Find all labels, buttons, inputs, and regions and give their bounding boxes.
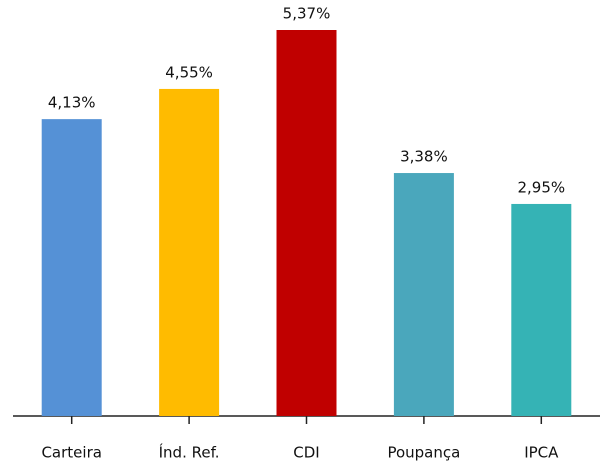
x-tick-label: Índ. Ref. bbox=[159, 443, 220, 462]
value-label: 4,13% bbox=[48, 94, 96, 112]
value-label: 5,37% bbox=[283, 5, 331, 23]
x-tick-label: IPCA bbox=[524, 444, 559, 462]
value-label: 3,38% bbox=[400, 148, 448, 166]
bar bbox=[393, 173, 454, 416]
value-label: 4,55% bbox=[165, 63, 213, 81]
bar bbox=[511, 203, 572, 416]
bar bbox=[276, 30, 337, 416]
bar bbox=[41, 119, 102, 417]
value-label: 2,95% bbox=[517, 178, 565, 196]
x-tick-label: Carteira bbox=[41, 444, 101, 462]
x-tick-label: CDI bbox=[293, 444, 319, 462]
x-tick-label: Poupança bbox=[387, 444, 460, 462]
bar bbox=[159, 88, 220, 417]
